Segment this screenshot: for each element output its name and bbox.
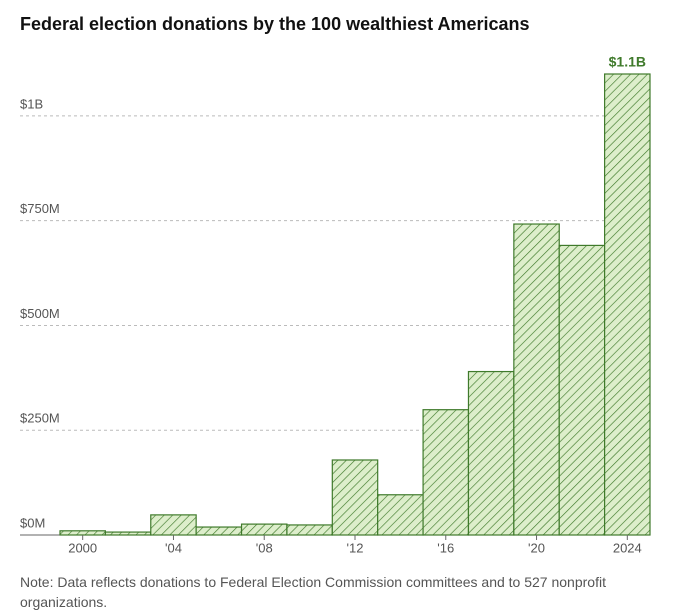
chart: $0M $250M $500M $750M $1B 2000 '04 '08 '12 '16 '20…	[20, 54, 651, 555]
bar	[377, 494, 424, 536]
y-tick-label: $500M	[20, 306, 60, 321]
x-tick-label: 2024	[613, 540, 642, 555]
x-tick-label: '04	[165, 540, 182, 555]
x-tick-label: 2000	[68, 540, 97, 555]
bar	[195, 526, 243, 536]
bar	[150, 514, 197, 536]
y-tick-label: $750M	[20, 201, 60, 216]
bar	[422, 409, 470, 536]
bar	[331, 459, 379, 536]
x-tick-label: '08	[256, 540, 273, 555]
bar	[513, 223, 560, 536]
bar	[104, 531, 152, 536]
bar	[604, 73, 651, 536]
chart-title: Federal election donations by the 100 we…	[20, 14, 530, 34]
bar	[59, 530, 106, 536]
x-tick-label: '16	[437, 540, 454, 555]
y-tick-label: $0M	[20, 515, 45, 530]
bar	[467, 370, 515, 536]
bar	[286, 524, 333, 536]
bar	[240, 523, 288, 536]
bar	[558, 244, 606, 536]
value-label: $1.1B	[609, 54, 646, 70]
x-tick-label: '12	[347, 540, 364, 555]
y-tick-label: $1B	[20, 96, 43, 111]
x-tick-label: '20	[528, 540, 545, 555]
note: Note: Data reflects donations to Federal…	[20, 574, 606, 610]
y-tick-label: $250M	[20, 411, 60, 426]
